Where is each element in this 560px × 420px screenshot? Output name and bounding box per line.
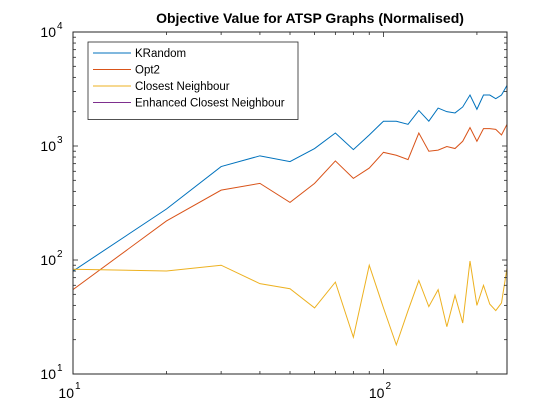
y-tick-label: 10 1 — [40, 363, 63, 382]
x-tick-label: 10 1 — [58, 381, 81, 401]
series-line-1 — [73, 124, 507, 291]
legend-box — [87, 41, 299, 120]
y-tick-label: 10 3 — [40, 135, 63, 154]
legend-item: Closest Neighbour — [93, 81, 230, 93]
y-tick-base: 10 — [40, 138, 56, 154]
legend: KRandom Opt2 Closest Neighbour Enhanced Clo… — [87, 41, 299, 120]
y-tick-exponent: 4 — [57, 21, 63, 32]
legend-item: Enhanced Closest Neighbour — [93, 98, 285, 110]
legend-label: Enhanced Closest Neighbour — [135, 98, 285, 110]
x-tick-exponent: 1 — [75, 381, 81, 392]
x-tick-exponent: 2 — [385, 381, 391, 392]
x-axis-ticks: 10 1 10 2 — [58, 381, 391, 401]
legend-item: KRandom — [93, 48, 186, 60]
x-tick-base: 10 — [369, 385, 385, 401]
y-tick-exponent: 3 — [57, 135, 63, 146]
y-tick-base: 10 — [40, 366, 56, 382]
legend-label: Closest Neighbour — [135, 81, 230, 93]
series-line-0 — [73, 85, 507, 272]
y-tick-exponent: 2 — [57, 249, 63, 260]
x-tick-base: 10 — [58, 385, 74, 401]
chart-title: Objective Value for ATSP Graphs (Normali… — [156, 10, 464, 26]
series-line-2 — [73, 260, 507, 347]
y-tick-label: 10 2 — [40, 249, 63, 268]
legend-label: KRandom — [135, 48, 186, 60]
series-group — [73, 85, 507, 347]
y-tick-base: 10 — [40, 252, 56, 268]
x-tick-label: 10 2 — [369, 381, 392, 401]
legend-item: Opt2 — [93, 65, 160, 77]
legend-label: Opt2 — [135, 65, 160, 77]
y-tick-base: 10 — [40, 24, 56, 40]
tick-marks — [72, 31, 507, 375]
y-tick-exponent: 1 — [57, 363, 63, 374]
y-tick-label: 10 4 — [40, 21, 63, 40]
